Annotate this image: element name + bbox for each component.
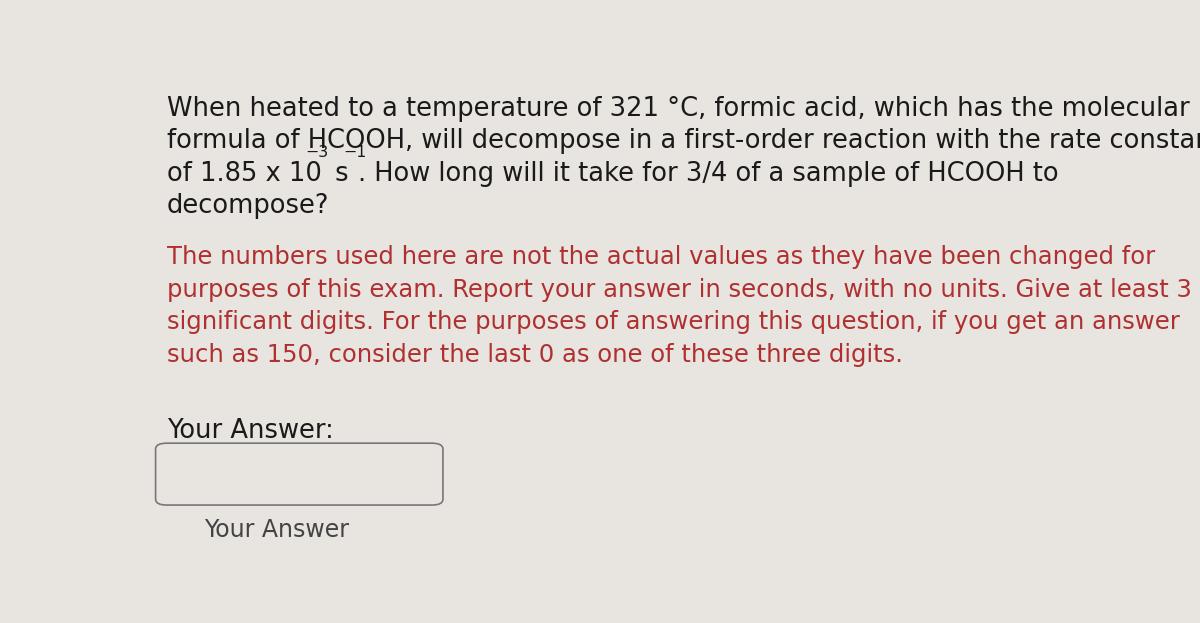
Text: When heated to a temperature of 321 °C, formic acid, which has the molecular: When heated to a temperature of 321 °C, … xyxy=(167,97,1189,122)
Text: formula of HCOOH, will decompose in a first-order reaction with the rate constan: formula of HCOOH, will decompose in a fi… xyxy=(167,128,1200,155)
Text: purposes of this exam. Report your answer in seconds, with no units. Give at lea: purposes of this exam. Report your answe… xyxy=(167,278,1192,302)
FancyBboxPatch shape xyxy=(156,443,443,505)
Text: Your Answer:: Your Answer: xyxy=(167,418,334,444)
Text: . How long will it take for 3/4 of a sample of HCOOH to: . How long will it take for 3/4 of a sam… xyxy=(359,161,1058,187)
Text: Your Answer: Your Answer xyxy=(204,518,349,543)
Text: decompose?: decompose? xyxy=(167,193,329,219)
Text: −1: −1 xyxy=(343,145,366,159)
Text: significant digits. For the purposes of answering this question, if you get an a: significant digits. For the purposes of … xyxy=(167,310,1180,335)
Text: of 1.85 x 10: of 1.85 x 10 xyxy=(167,161,322,187)
Text: −3: −3 xyxy=(305,145,328,159)
Text: such as 150, consider the last 0 as one of these three digits.: such as 150, consider the last 0 as one … xyxy=(167,343,902,367)
Text: The numbers used here are not the actual values as they have been changed for: The numbers used here are not the actual… xyxy=(167,245,1154,269)
Text: s: s xyxy=(326,161,348,187)
